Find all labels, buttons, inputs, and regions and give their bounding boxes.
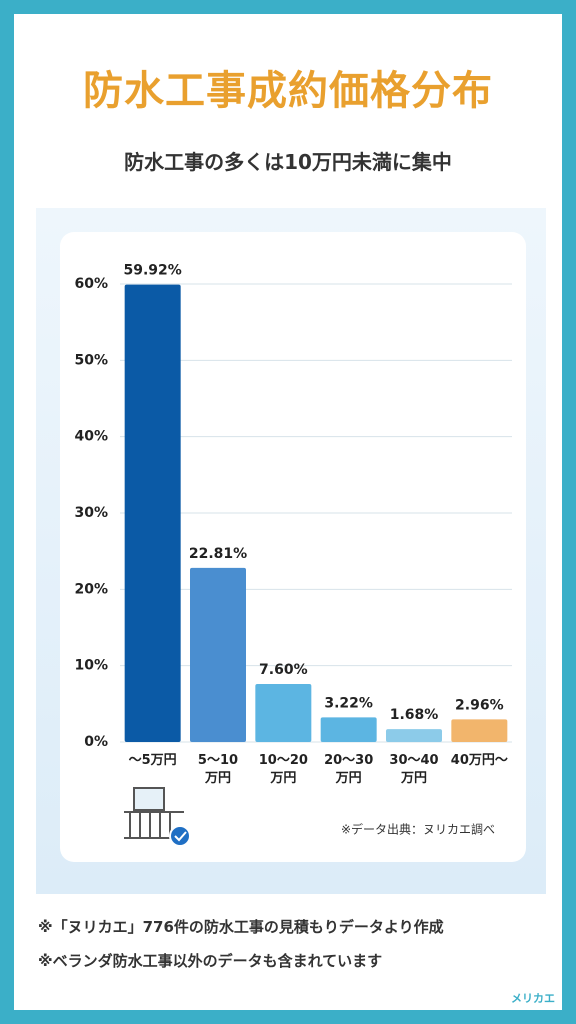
x-tick-label: 5～10 万円 bbox=[197, 753, 239, 786]
value-label: 59.92% bbox=[124, 263, 182, 279]
value-label: 1.68% bbox=[390, 707, 439, 723]
value-label: 22.81% bbox=[189, 546, 247, 562]
bar bbox=[451, 719, 508, 742]
y-tick-label: 50% bbox=[74, 352, 108, 368]
brand: メリカエ bbox=[508, 990, 558, 1006]
x-tick-label: 40万円～ bbox=[450, 753, 508, 768]
footnote: ※ベランダ防水工事以外のデータも含まれています bbox=[38, 952, 383, 970]
x-tick-label: 30～40 万円 bbox=[389, 753, 439, 786]
y-tick-label: 40% bbox=[74, 429, 108, 445]
bar bbox=[255, 683, 312, 742]
x-tick-label: 20～30 万円 bbox=[324, 753, 374, 786]
bar bbox=[124, 284, 181, 742]
source-note: ※データ出典：ヌリカエ調べ bbox=[341, 822, 495, 837]
x-tick-label: ～5万円 bbox=[128, 753, 177, 768]
bar bbox=[320, 717, 377, 742]
value-label: 3.22% bbox=[324, 695, 373, 711]
footnote: ※「ヌリカエ」776件の防水工事の見積もりデータより作成 bbox=[38, 918, 444, 936]
x-tick-label: 10～20 万円 bbox=[258, 753, 308, 786]
bar bbox=[190, 567, 246, 742]
y-tick-label: 30% bbox=[74, 505, 108, 521]
y-tick-label: 0% bbox=[84, 734, 108, 750]
y-tick-label: 20% bbox=[74, 581, 108, 597]
balcony-icon bbox=[124, 787, 191, 847]
y-tick-label: 60% bbox=[74, 276, 108, 292]
subtitle: 防水工事の多くは10万円未満に集中 bbox=[124, 150, 452, 174]
value-label: 2.96% bbox=[455, 697, 504, 713]
value-label: 7.60% bbox=[259, 662, 308, 678]
bar bbox=[386, 729, 442, 742]
y-tick-label: 10% bbox=[74, 658, 108, 674]
title: 防水工事成約価格分布 bbox=[83, 68, 493, 114]
